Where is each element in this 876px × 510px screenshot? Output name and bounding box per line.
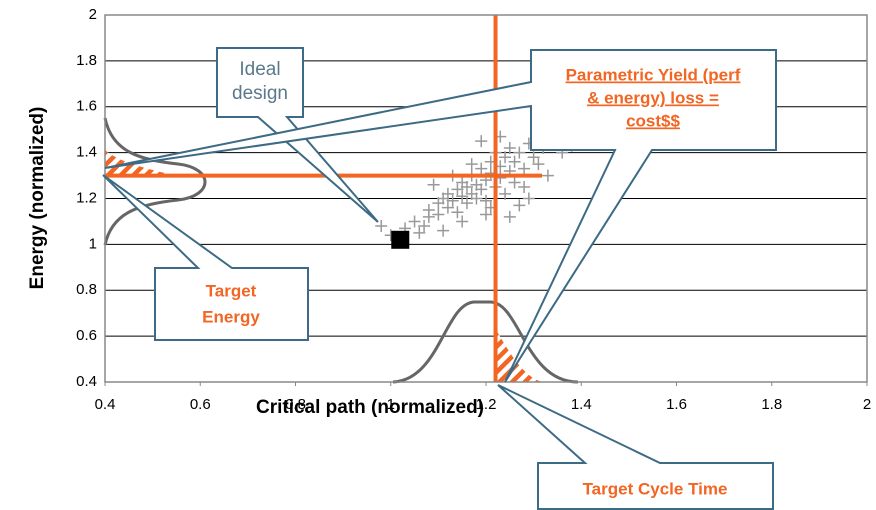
callout-energy <box>102 174 309 341</box>
x-tick-label: 1.4 <box>571 396 592 413</box>
point <box>451 183 464 196</box>
point <box>499 187 512 200</box>
callout-yield <box>104 49 777 383</box>
x-tick-label: 0.8 <box>285 396 306 413</box>
hatch-cycle <box>495 328 542 382</box>
x-tick-label: 1.6 <box>666 396 687 413</box>
y-tick-label: 0.4 <box>76 373 97 390</box>
point <box>513 199 526 212</box>
point <box>465 158 478 171</box>
point <box>437 224 450 237</box>
callout-text: Target Cycle Time <box>583 479 728 498</box>
point <box>441 187 454 200</box>
point <box>456 190 469 203</box>
point <box>422 203 435 216</box>
x-tick-label: 0.6 <box>190 396 211 413</box>
point <box>532 158 545 171</box>
y-tick-label: 0.8 <box>76 281 97 298</box>
hatch-energy <box>105 150 178 176</box>
point <box>456 215 469 228</box>
x-axis-label: Critical path (normalized) <box>256 397 484 418</box>
y-tick-label: 2 <box>89 6 97 23</box>
y-tick-label: 1.8 <box>76 52 97 69</box>
y-tick-label: 1.6 <box>76 98 97 115</box>
point <box>375 220 388 233</box>
point <box>518 181 531 194</box>
y-tick-label: 1.4 <box>76 144 97 161</box>
point <box>499 151 512 164</box>
callout-cycle <box>497 384 774 510</box>
point <box>408 215 421 228</box>
point <box>432 208 445 221</box>
point <box>522 192 535 205</box>
y-axis-label: Energy (normalized) <box>27 107 48 290</box>
point <box>451 206 464 219</box>
point <box>460 197 473 210</box>
point <box>508 176 521 189</box>
callout-text: cost$$ <box>626 111 680 130</box>
point <box>427 178 440 191</box>
point <box>508 155 521 168</box>
point <box>470 192 483 205</box>
point <box>475 135 488 148</box>
callout-text: Ideal <box>239 59 280 80</box>
point <box>475 183 488 196</box>
point <box>475 162 488 175</box>
y-tick-label: 1.2 <box>76 189 97 206</box>
energy-distribution <box>103 117 207 246</box>
cycle-distribution <box>392 300 579 384</box>
x-tick-label: 1.2 <box>476 396 497 413</box>
callout-text: design <box>232 83 288 104</box>
point <box>446 194 459 207</box>
x-tick-label: 1.8 <box>761 396 782 413</box>
point <box>413 226 426 239</box>
callout-text: Target <box>206 281 257 300</box>
callout-text: & energy) loss = <box>587 88 719 107</box>
x-tick-label: 1 <box>387 396 395 413</box>
point <box>460 181 473 194</box>
point <box>513 146 526 159</box>
y-tick-label: 1 <box>89 235 97 252</box>
y-tick-label: 0.6 <box>76 327 97 344</box>
point <box>418 220 431 233</box>
point <box>541 169 554 182</box>
point <box>503 142 516 155</box>
callout-text: Energy <box>202 307 260 326</box>
x-tick-label: 2 <box>863 396 871 413</box>
point <box>527 151 540 164</box>
x-tick-label: 0.4 <box>95 396 116 413</box>
point <box>503 210 516 223</box>
point <box>441 201 454 214</box>
point <box>518 162 531 175</box>
ideal-point <box>391 230 410 249</box>
callout-text: Parametric Yield (perf <box>566 65 741 84</box>
point <box>480 194 492 207</box>
point <box>480 208 492 221</box>
